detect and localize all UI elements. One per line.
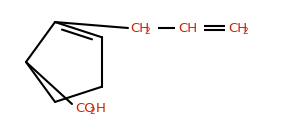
Text: 2: 2: [89, 108, 95, 116]
Text: CH: CH: [178, 22, 197, 35]
Text: H: H: [96, 102, 106, 115]
Text: 2: 2: [242, 28, 248, 36]
Text: 2: 2: [144, 28, 150, 36]
Text: CH: CH: [228, 22, 247, 35]
Text: CH: CH: [130, 22, 149, 35]
Text: CO: CO: [75, 102, 95, 115]
